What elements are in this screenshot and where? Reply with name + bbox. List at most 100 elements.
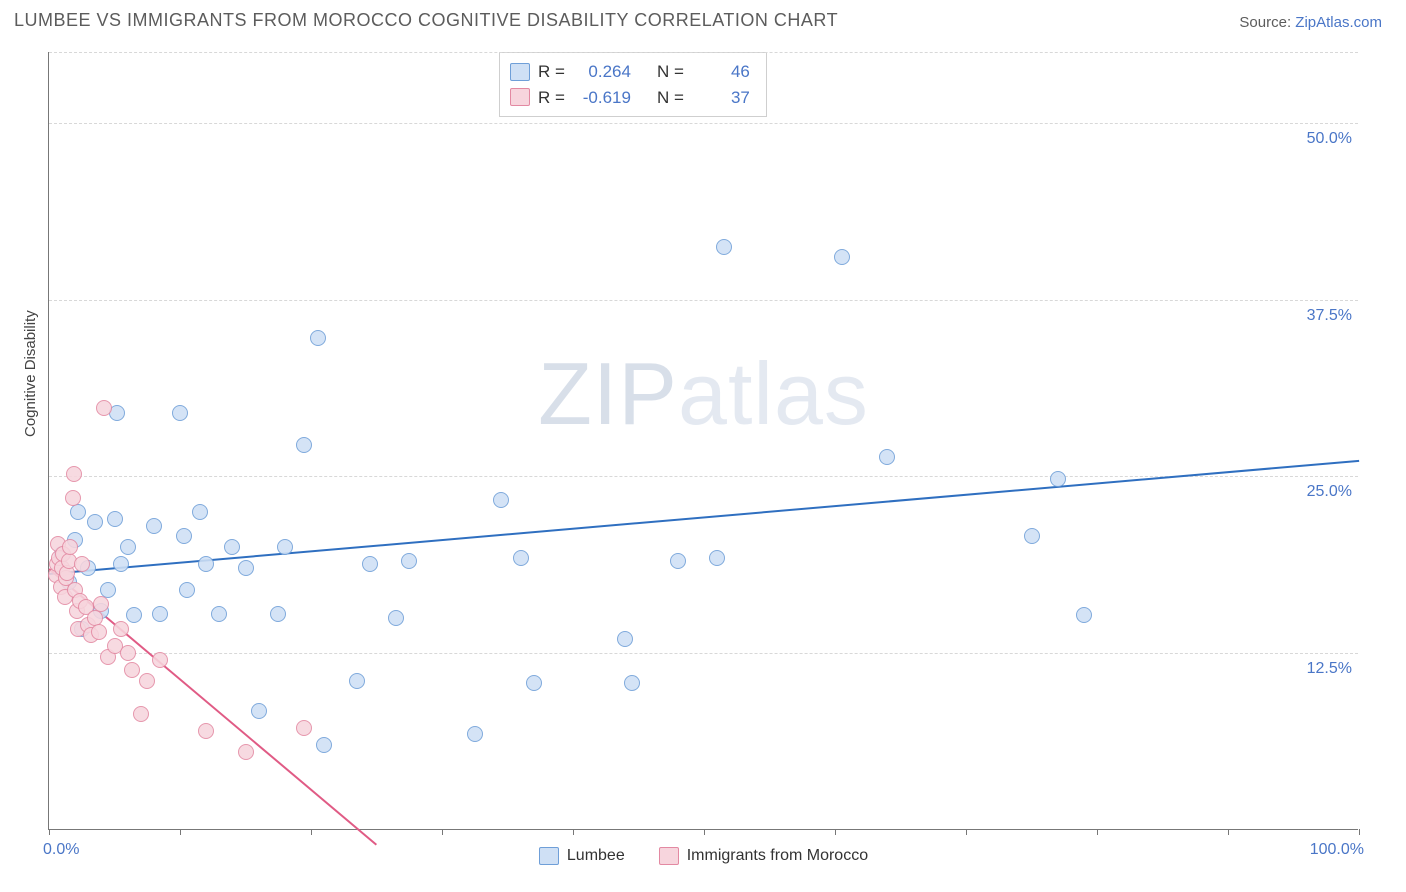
data-point (120, 645, 136, 661)
data-point (1024, 528, 1040, 544)
data-point (65, 490, 81, 506)
data-point (124, 662, 140, 678)
x-tick (1097, 829, 1098, 835)
data-point (617, 631, 633, 647)
data-point (709, 550, 725, 566)
y-tick-label: 25.0% (1307, 483, 1352, 501)
data-point (66, 466, 82, 482)
data-point (834, 249, 850, 265)
data-point (349, 673, 365, 689)
data-point (467, 726, 483, 742)
source-link[interactable]: ZipAtlas.com (1295, 14, 1382, 31)
stats-n-value: 37 (692, 85, 750, 111)
data-point (296, 720, 312, 736)
stats-r-label: R = (538, 59, 565, 85)
gridline (49, 52, 1358, 53)
data-point (133, 706, 149, 722)
x-tick (1359, 829, 1360, 835)
data-point (87, 514, 103, 530)
legend-label: Immigrants from Morocco (687, 847, 868, 865)
data-point (513, 550, 529, 566)
data-point (1076, 607, 1092, 623)
data-point (107, 511, 123, 527)
data-point (624, 675, 640, 691)
data-point (198, 723, 214, 739)
swatch-icon (539, 847, 559, 865)
data-point (120, 539, 136, 555)
data-point (270, 606, 286, 622)
y-tick-label: 50.0% (1307, 130, 1352, 148)
x-tick (49, 829, 50, 835)
stats-r-value: -0.619 (573, 85, 631, 111)
stats-box: R = 0.264 N = 46 R = -0.619 N = 37 (499, 52, 767, 117)
data-point (172, 405, 188, 421)
data-point (211, 606, 227, 622)
x-tick (966, 829, 967, 835)
x-tick (573, 829, 574, 835)
gridline (49, 300, 1358, 301)
data-point (126, 607, 142, 623)
data-point (152, 606, 168, 622)
data-point (96, 400, 112, 416)
stats-row-0: R = 0.264 N = 46 (510, 59, 750, 85)
watermark: ZIPatlas (538, 343, 869, 445)
data-point (526, 675, 542, 691)
x-tick (180, 829, 181, 835)
data-point (251, 703, 267, 719)
data-point (179, 582, 195, 598)
stats-row-1: R = -0.619 N = 37 (510, 85, 750, 111)
chart-title: LUMBEE VS IMMIGRANTS FROM MOROCCO COGNIT… (14, 10, 838, 31)
legend-label: Lumbee (567, 847, 625, 865)
x-tick (442, 829, 443, 835)
data-point (362, 556, 378, 572)
data-point (716, 239, 732, 255)
data-point (238, 744, 254, 760)
swatch-icon (510, 63, 530, 81)
chart-container: Cognitive Disability ZIPatlas R = 0.264 … (0, 37, 1406, 869)
data-point (493, 492, 509, 508)
source-attribution: Source: ZipAtlas.com (1239, 14, 1382, 31)
chart-header: LUMBEE VS IMMIGRANTS FROM MOROCCO COGNIT… (0, 0, 1406, 37)
gridline (49, 123, 1358, 124)
stats-r-label: R = (538, 85, 565, 111)
data-point (670, 553, 686, 569)
x-tick (704, 829, 705, 835)
swatch-icon (659, 847, 679, 865)
stats-n-value: 46 (692, 59, 750, 85)
data-point (62, 539, 78, 555)
gridline (49, 653, 1358, 654)
x-axis-label-max: 100.0% (1310, 841, 1364, 859)
plot-area: ZIPatlas R = 0.264 N = 46 R = -0.619 N =… (48, 52, 1358, 830)
data-point (93, 596, 109, 612)
data-point (401, 553, 417, 569)
data-point (388, 610, 404, 626)
data-point (277, 539, 293, 555)
legend-item-1: Immigrants from Morocco (659, 847, 868, 865)
x-tick (835, 829, 836, 835)
data-point (224, 539, 240, 555)
data-point (146, 518, 162, 534)
data-point (113, 556, 129, 572)
y-axis-title: Cognitive Disability (22, 310, 39, 437)
data-point (192, 504, 208, 520)
data-point (1050, 471, 1066, 487)
legend: Lumbee Immigrants from Morocco (49, 847, 1358, 865)
data-point (310, 330, 326, 346)
x-axis-label-min: 0.0% (43, 841, 79, 859)
y-tick-label: 37.5% (1307, 307, 1352, 325)
data-point (152, 652, 168, 668)
data-point (91, 624, 107, 640)
data-point (879, 449, 895, 465)
legend-item-0: Lumbee (539, 847, 625, 865)
data-point (70, 504, 86, 520)
stats-n-label: N = (657, 85, 684, 111)
data-point (316, 737, 332, 753)
data-point (198, 556, 214, 572)
swatch-icon (510, 88, 530, 106)
data-point (176, 528, 192, 544)
x-tick (1228, 829, 1229, 835)
data-point (139, 673, 155, 689)
data-point (238, 560, 254, 576)
data-point (74, 556, 90, 572)
stats-n-label: N = (657, 59, 684, 85)
